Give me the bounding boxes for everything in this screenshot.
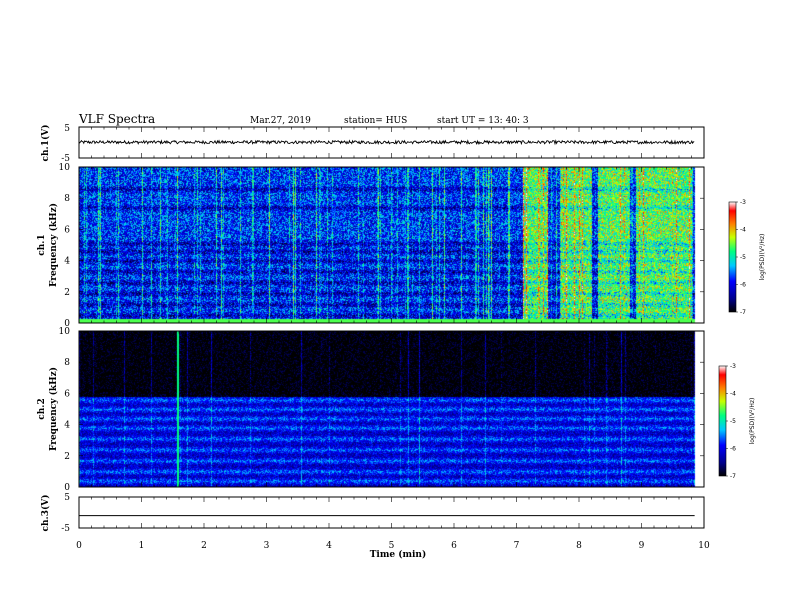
ch1-waveform-ylabel: ch.1(V) [40, 125, 51, 162]
time-tick-label: 3 [264, 541, 270, 551]
colorbar-tick-label: -5 [730, 418, 736, 425]
time-tick-label: 5 [389, 541, 395, 551]
ch2-channel-label: ch.2 [37, 398, 47, 419]
time-tick-label: 4 [326, 541, 332, 551]
colorbar-tick-label: -5 [740, 254, 746, 261]
colorbar-tick-label: -3 [740, 199, 746, 206]
frequency-tick-label: 0 [64, 319, 70, 329]
ch1-colorbar-ticks: -7 -6 -5 -4 -3 [736, 199, 746, 316]
time-tick-label: 2 [201, 541, 207, 551]
ch1-ytick-top: 5 [64, 124, 70, 134]
colorbar-tick-label: -6 [730, 446, 736, 453]
ch2-colorbar-ticks: -7 -6 -5 -4 -3 [726, 363, 736, 480]
ch3-waveform-ylabel: ch.3(V) [40, 495, 51, 532]
colorbar-tick-label: -6 [740, 282, 746, 289]
time-axis-label: Time (min) [370, 549, 427, 560]
time-tick-label: 0 [76, 541, 82, 551]
time-tick-label: 8 [576, 541, 582, 551]
ch1-channel-label: ch.1 [37, 234, 47, 255]
ch1-ytick-bottom: -5 [61, 154, 70, 164]
ch1-waveform-panel: 5 -5 ch.1(V) [40, 124, 705, 164]
frequency-tick-label: 6 [64, 225, 70, 235]
time-tick-label: 1 [139, 541, 145, 551]
ch1-colorbar [728, 201, 737, 313]
ch3-waveform-panel: 5 -5 ch.3(V) 0 1 2 3 4 5 6 7 8 9 10 Time (min) [40, 493, 710, 560]
ch2-colorbar [718, 365, 727, 477]
frequency-tick-label: 2 [64, 452, 70, 462]
time-tick-label: 6 [451, 541, 457, 551]
ch2-spectrogram-yticks: 0 2 4 6 8 10 [59, 327, 704, 493]
figure-title: VLF Spectra [78, 112, 155, 126]
colorbar-tick-label: -7 [740, 309, 746, 316]
time-tick-label: 10 [698, 541, 710, 551]
ch1-waveform-trace [78, 139, 695, 146]
ch3-ytick-top: 5 [64, 493, 70, 503]
frequency-tick-label: 6 [64, 389, 70, 399]
date-label: Mar.27, 2019 [250, 116, 311, 126]
colorbar-tick-label: -4 [730, 391, 736, 398]
colorbar-tick-label: -3 [730, 363, 736, 370]
time-axis-ticks: 0 1 2 3 4 5 6 7 8 9 10 [76, 541, 710, 551]
ch2-colorbar-label: log(PSD)(V²/Hz) [749, 398, 756, 445]
ch1-spectrogram-image [79, 167, 704, 323]
ch1-spectrogram-yticks: 0 2 4 6 8 10 [59, 163, 704, 329]
ch2-spectrogram-ylabel: Frequency (kHz) [48, 367, 59, 451]
frequency-tick-label: 10 [59, 327, 71, 337]
start-time-label: start UT = 13: 40: 3 [437, 116, 529, 126]
time-tick-label: 7 [514, 541, 520, 551]
ch1-waveform-path [78, 139, 695, 146]
frequency-tick-label: 4 [64, 257, 70, 267]
ch1-colorbar-label: log(PSD)(V²/Hz) [759, 234, 766, 281]
frequency-tick-label: 8 [64, 194, 70, 204]
ch2-spectrogram-image [79, 331, 704, 487]
ch3-ytick-bottom: -5 [61, 524, 70, 534]
frequency-tick-label: 0 [64, 483, 70, 493]
station-label: station= HUS [344, 116, 407, 126]
frequency-tick-label: 2 [64, 288, 70, 298]
frequency-tick-label: 10 [59, 163, 71, 173]
ch1-spectrogram-ylabel: Frequency (kHz) [48, 203, 59, 287]
colorbar-tick-label: -4 [740, 227, 746, 234]
panel-time-tick-marks [78, 127, 705, 528]
frequency-tick-label: 8 [64, 358, 70, 368]
colorbar-tick-label: -7 [730, 473, 736, 480]
frequency-tick-label: 4 [64, 421, 70, 431]
time-tick-label: 9 [639, 541, 645, 551]
